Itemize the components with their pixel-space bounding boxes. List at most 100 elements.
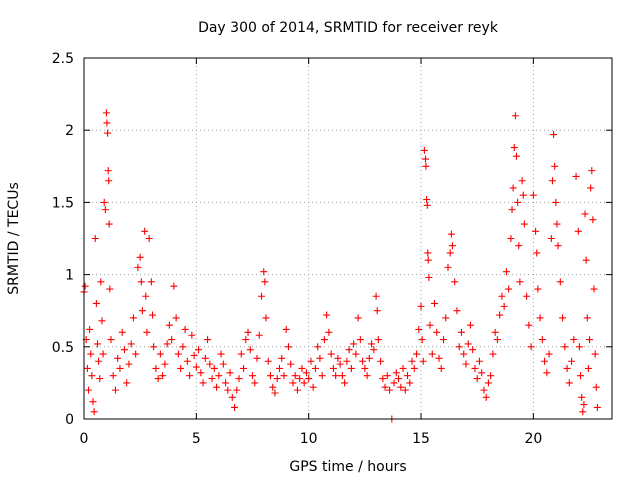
data-point bbox=[142, 292, 150, 300]
data-point bbox=[97, 278, 105, 286]
data-point bbox=[442, 314, 450, 322]
data-point bbox=[532, 227, 540, 235]
data-point bbox=[536, 314, 544, 322]
data-point bbox=[100, 198, 108, 206]
data-point bbox=[307, 357, 315, 365]
data-point bbox=[91, 235, 99, 242]
data-point bbox=[302, 369, 310, 377]
y-tick-label: 1 bbox=[65, 268, 74, 284]
data-point bbox=[132, 350, 140, 358]
data-point bbox=[311, 364, 319, 372]
axis-ticks: 0 5 10 15 20 0 0.5 1 1.5 2 2.5 bbox=[52, 51, 612, 447]
data-point bbox=[101, 206, 109, 214]
data-point bbox=[377, 357, 385, 365]
data-point bbox=[338, 372, 346, 380]
data-point bbox=[134, 263, 142, 271]
y-tick-label: 1.5 bbox=[52, 195, 74, 211]
data-point bbox=[424, 256, 432, 264]
data-point bbox=[417, 302, 425, 310]
data-point bbox=[90, 408, 98, 416]
data-point bbox=[251, 379, 259, 387]
data-point bbox=[489, 350, 497, 358]
data-point bbox=[587, 184, 595, 192]
data-point bbox=[395, 375, 403, 383]
data-point bbox=[422, 155, 430, 163]
data-point bbox=[104, 129, 112, 137]
data-point bbox=[318, 372, 326, 380]
data-point bbox=[170, 282, 178, 290]
data-point bbox=[543, 369, 551, 377]
data-point bbox=[401, 386, 409, 394]
data-point bbox=[514, 198, 522, 206]
data-point bbox=[96, 375, 104, 383]
x-tick-label: 0 bbox=[80, 431, 89, 447]
data-point bbox=[487, 372, 495, 380]
data-point bbox=[559, 314, 567, 322]
data-point bbox=[579, 408, 587, 416]
data-point bbox=[316, 354, 324, 362]
data-point bbox=[105, 220, 113, 228]
data-point bbox=[574, 227, 582, 235]
data-point bbox=[345, 346, 353, 354]
data-point bbox=[141, 227, 149, 235]
data-point bbox=[137, 278, 145, 286]
data-point bbox=[261, 278, 269, 286]
data-point bbox=[275, 364, 283, 372]
data-point bbox=[118, 328, 126, 336]
data-point bbox=[201, 354, 209, 362]
data-point bbox=[127, 340, 135, 348]
data-point bbox=[224, 386, 232, 394]
data-point bbox=[81, 282, 89, 290]
data-point bbox=[284, 343, 292, 351]
data-point bbox=[365, 354, 373, 362]
data-point bbox=[152, 364, 160, 372]
data-point bbox=[525, 321, 533, 329]
data-point bbox=[334, 354, 342, 362]
data-point bbox=[551, 162, 559, 170]
data-point bbox=[271, 389, 279, 397]
data-point bbox=[591, 350, 599, 358]
data-point bbox=[374, 336, 382, 344]
y-tick-label: 0.5 bbox=[52, 340, 74, 356]
data-point bbox=[491, 328, 499, 336]
data-point bbox=[177, 364, 185, 372]
data-point bbox=[226, 369, 234, 377]
data-point bbox=[510, 144, 518, 152]
data-point bbox=[482, 393, 490, 401]
data-point bbox=[548, 177, 556, 185]
data-point bbox=[507, 235, 515, 242]
y-axis-label: SRMTID / TECUs bbox=[6, 182, 22, 295]
data-point bbox=[550, 131, 558, 139]
data-point bbox=[352, 350, 360, 358]
data-point bbox=[520, 220, 528, 228]
data-point bbox=[181, 325, 189, 333]
data-point bbox=[188, 331, 196, 339]
data-point bbox=[381, 383, 389, 391]
data-point bbox=[471, 364, 479, 372]
data-point bbox=[190, 351, 198, 359]
data-point bbox=[273, 375, 281, 383]
data-point bbox=[435, 354, 443, 362]
data-point bbox=[149, 311, 157, 319]
data-point bbox=[584, 364, 592, 372]
data-point bbox=[92, 299, 100, 307]
data-point bbox=[453, 307, 461, 315]
data-point bbox=[473, 375, 481, 383]
data-point bbox=[354, 314, 362, 322]
data-point bbox=[136, 253, 144, 261]
data-point bbox=[104, 167, 112, 175]
data-point bbox=[204, 336, 212, 344]
data-point bbox=[529, 191, 537, 199]
data-point bbox=[145, 235, 153, 242]
data-point bbox=[447, 230, 455, 238]
data-point bbox=[325, 328, 333, 336]
data-point bbox=[195, 346, 203, 354]
data-point bbox=[347, 364, 355, 372]
data-point bbox=[478, 369, 486, 377]
data-point bbox=[552, 198, 560, 206]
data-point bbox=[462, 360, 470, 368]
data-point bbox=[289, 379, 297, 387]
data-point bbox=[332, 372, 340, 380]
data-point bbox=[314, 343, 322, 351]
